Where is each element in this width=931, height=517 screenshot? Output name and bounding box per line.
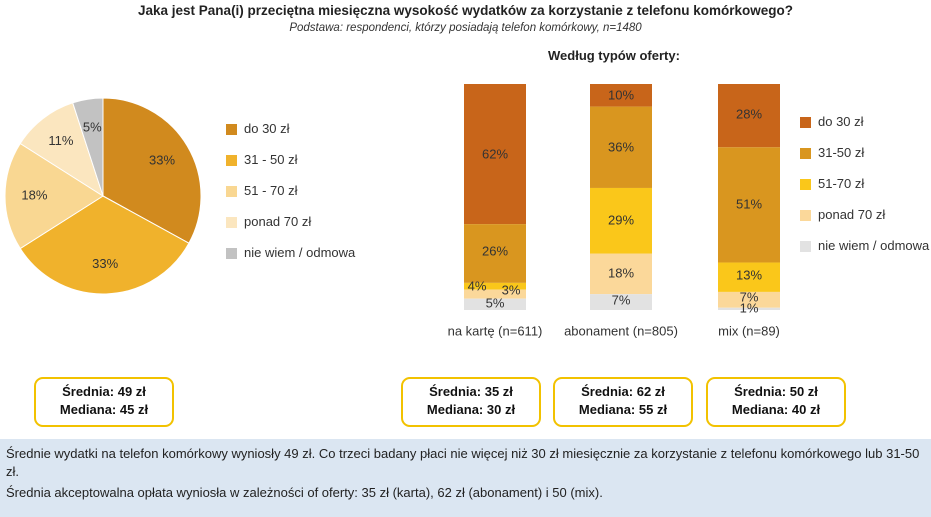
bar-segment bbox=[464, 289, 526, 299]
bar-segment-label: 51% bbox=[736, 196, 762, 211]
stat-box-abonament: Średnia: 62 zł Mediana: 55 zł bbox=[553, 377, 693, 427]
summary-footer: Średnie wydatki na telefon komórkowy wyn… bbox=[0, 439, 931, 517]
legend-swatch bbox=[800, 241, 811, 252]
bar-segment bbox=[590, 84, 652, 107]
stat-box-mix: Średnia: 50 zł Mediana: 40 zł bbox=[706, 377, 846, 427]
stat-box-overall: Średnia: 49 zł Mediana: 45 zł bbox=[34, 377, 174, 427]
bar-segment-label: 5% bbox=[486, 295, 505, 310]
bar-segment bbox=[590, 253, 652, 295]
legend-label: nie wiem / odmowa bbox=[244, 245, 356, 260]
bar-segment bbox=[590, 294, 652, 310]
pie-slice-label: 33% bbox=[92, 256, 118, 271]
bar-segment-label: 18% bbox=[608, 265, 634, 280]
bar-segment bbox=[590, 106, 652, 188]
legend-swatch bbox=[226, 248, 237, 259]
bar-segment-label: 62% bbox=[482, 146, 508, 161]
bar-segment bbox=[718, 147, 780, 263]
stat-mean: Średnia: 50 zł bbox=[734, 384, 818, 399]
bar-segment-label: 3% bbox=[502, 282, 521, 297]
pie-slice-label: 18% bbox=[21, 187, 47, 202]
bar-segment bbox=[464, 224, 526, 283]
legend-label: do 30 zł bbox=[244, 121, 290, 136]
legend-label: ponad 70 zł bbox=[244, 214, 312, 229]
stat-mean: Średnia: 35 zł bbox=[429, 384, 513, 399]
bar-segment bbox=[464, 84, 526, 225]
chart-title: Jaka jest Pana(i) przeciętna miesięczna … bbox=[138, 3, 793, 18]
legend-label: 51 - 70 zł bbox=[244, 183, 298, 198]
pie-slice bbox=[19, 102, 104, 198]
bar-segment-label: 4% bbox=[468, 278, 487, 293]
bar-segment-label: 26% bbox=[482, 243, 508, 258]
bar-segment bbox=[718, 291, 780, 308]
legend-swatch bbox=[800, 179, 811, 190]
stat-mean: Średnia: 62 zł bbox=[581, 384, 665, 399]
legend-swatch bbox=[800, 148, 811, 159]
legend-label: do 30 zł bbox=[818, 114, 864, 129]
bar-segment bbox=[718, 262, 780, 292]
category-label: na kartę (n=611) bbox=[448, 323, 543, 338]
category-label: abonament (n=805) bbox=[564, 323, 678, 338]
legend-swatch bbox=[800, 117, 811, 128]
pie-slice-label: 11% bbox=[48, 133, 73, 148]
bar-segment-label: 7% bbox=[740, 289, 759, 304]
pie-slice bbox=[102, 97, 202, 244]
pie-slice bbox=[19, 195, 190, 295]
legend-label: 31-50 zł bbox=[818, 145, 865, 160]
pie-slice-label: 33% bbox=[149, 153, 175, 168]
pie-slice-label: 5% bbox=[83, 120, 102, 135]
bar-segment bbox=[590, 187, 652, 254]
stat-median: Mediana: 30 zł bbox=[426, 402, 516, 417]
summary-text-2: Średnia akceptowalna opłata wyniosła w z… bbox=[6, 485, 603, 500]
bar-segment-label: 13% bbox=[736, 267, 762, 282]
legend-label: ponad 70 zł bbox=[818, 207, 886, 222]
stat-median: Mediana: 40 zł bbox=[731, 402, 821, 417]
bar-segment-label: 7% bbox=[612, 292, 631, 307]
offer-types-title: Według typów oferty: bbox=[548, 48, 680, 63]
pie-slice bbox=[72, 97, 104, 197]
bar-segment bbox=[464, 282, 526, 290]
legend-label: 51-70 zł bbox=[818, 176, 865, 191]
bar-segment-label: 1% bbox=[740, 300, 759, 315]
stat-mean: Średnia: 49 zł bbox=[62, 384, 146, 399]
stat-box-na-karte: Średnia: 35 zł Mediana: 30 zł bbox=[401, 377, 541, 427]
legend-swatch bbox=[800, 210, 811, 221]
legend-swatch bbox=[226, 155, 237, 166]
legend-swatch bbox=[226, 186, 237, 197]
legend-label: 31 - 50 zł bbox=[244, 152, 298, 167]
bar-segment-label: 28% bbox=[736, 106, 762, 121]
bar-segment bbox=[464, 298, 526, 310]
bar-segment-label: 29% bbox=[608, 212, 634, 227]
stat-median: Mediana: 45 zł bbox=[59, 402, 149, 417]
charts-canvas: 33% 33% 18% 11% 5% na kartę (n=611) abonament … bbox=[4, 84, 780, 338]
legend-swatch bbox=[226, 217, 237, 228]
bar-segment bbox=[718, 307, 780, 310]
summary-text-1: Średnie wydatki na telefon komórkowy wyn… bbox=[6, 446, 920, 479]
stat-median: Mediana: 55 zł bbox=[578, 402, 668, 417]
category-label: mix (n=89) bbox=[718, 323, 780, 338]
chart-subtitle: Podstawa: respondenci, którzy posiadają … bbox=[289, 22, 642, 34]
bar-segment bbox=[718, 84, 780, 148]
pie-slice bbox=[4, 142, 104, 250]
bar-segment-label: 10% bbox=[608, 87, 634, 102]
legend-swatch bbox=[226, 124, 237, 135]
bar-segment-label: 36% bbox=[608, 139, 634, 154]
legend-label: nie wiem / odmowa bbox=[818, 238, 930, 253]
